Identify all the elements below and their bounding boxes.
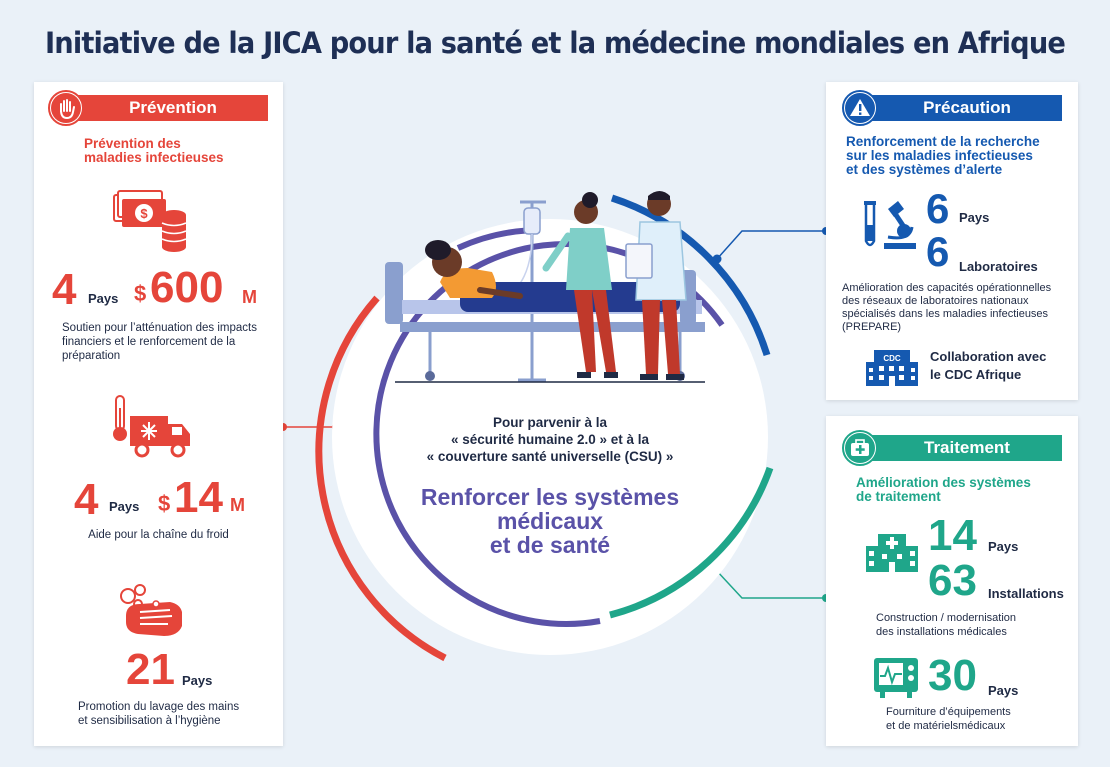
collab-line: le CDC Afrique (930, 367, 1022, 382)
page-title: Initiative de la JICA pour la santé et l… (44, 26, 1066, 60)
connector-precaution (712, 227, 830, 264)
prevention-stat1-amount-unit: M (242, 287, 257, 307)
prevention-stat1-count-unit: Pays (88, 291, 119, 306)
precaution-stat1-value: 6 (926, 185, 950, 232)
precaution-tag: Précaution (872, 95, 1062, 121)
traitement-subtitle: Amélioration des systèmes de traitement (856, 476, 1031, 504)
medical-monitor-icon (874, 658, 918, 698)
caption-line: financiers et le renforcement de la (62, 336, 236, 348)
cdc-building-icon: CDC (866, 350, 918, 386)
prevention-stat1-currency: $ (134, 281, 147, 306)
traitement-stat3-value: 30 (928, 651, 977, 700)
traitement-tag: Traitement (872, 435, 1062, 461)
precaution-stat2-value: 6 (926, 228, 950, 275)
svg-text:$: $ (140, 206, 148, 221)
prevention-stat2-currency: $ (158, 491, 171, 516)
precaution-subtitle-line: et des systèmes d’alerte (846, 162, 1003, 177)
prevention-subtitle-line: maladies infectieuses (84, 150, 224, 165)
precaution-subtitle-line: sur les maladies infectieuses (846, 148, 1033, 163)
prevention-stat1-caption: Soutien pour l’atténuation des impacts f… (62, 321, 257, 363)
precaution-stat2-unit: Laboratoires (959, 259, 1038, 274)
center-heading-line: médicaux (496, 508, 604, 534)
precaution-subtitle: Renforcement de la recherche sur les mal… (846, 135, 1040, 177)
center-heading: Renforcer les systèmes médicaux et de sa… (380, 485, 720, 557)
prevention-stat3-count-unit: Pays (182, 673, 213, 688)
precaution-subtitle-line: Renforcement de la recherche (846, 134, 1040, 149)
traitement-stat1-value: 14 (928, 511, 977, 560)
prevention-tag-label: Prévention (129, 98, 217, 117)
traitement-subtitle-line: de traitement (856, 489, 941, 504)
cold-chain-truck-icon (113, 395, 190, 458)
caption-line: spécialisés dans les maladies infectieus… (842, 308, 1049, 320)
traitement-panel: Traitement Amélioration des systèmes de … (826, 416, 1078, 746)
prevention-stat1-amount: 600 (150, 263, 224, 312)
traitement-stat2-unit: Installations (988, 586, 1064, 601)
hospital-icon (866, 534, 918, 572)
raised-hand-icon (48, 90, 84, 126)
prevention-subtitle-line: Prévention des (84, 136, 181, 151)
prevention-stat2-amount: 14 (174, 473, 223, 522)
center-subtitle-line: « sécurité humaine 2.0 » et à la (450, 432, 650, 447)
center-subtitle-line: « couverture santé universelle (CSU) » (426, 449, 674, 464)
traitement-tag-label: Traitement (924, 438, 1010, 457)
prevention-stat2-count: 4 (74, 475, 99, 524)
lab-microscope-icon (864, 201, 916, 249)
prevention-tag: Prévention (78, 95, 268, 121)
traitement-stat3-unit: Pays (988, 683, 1019, 698)
prevention-subtitle: Prévention des maladies infectieuses (84, 137, 224, 165)
caption-line: préparation (62, 350, 121, 362)
prevention-stat2-amount-unit: M (230, 495, 245, 515)
arc-traitement (609, 466, 774, 619)
precaution-caption: Amélioration des capacités opérationnell… (842, 282, 1051, 334)
caption-line: Soutien pour l’atténuation des impacts (62, 322, 257, 334)
caption-line: des installations médicales (876, 626, 1007, 638)
center-heading-line: Renforcer les systèmes (420, 484, 680, 510)
arc-prevention (315, 295, 447, 662)
caption-line: Promotion du lavage des mains (78, 701, 240, 713)
caption-line: des réseaux de laboratoires nationaux (842, 295, 1029, 307)
center-subtitle: Pour parvenir à la « sécurité humaine 2.… (380, 414, 720, 465)
traitement-caption1: Construction / modernisation des install… (876, 611, 1016, 639)
connector-traitement (711, 565, 830, 602)
medical-kit-icon (842, 430, 878, 466)
prevention-stat3-caption: Promotion du lavage des mains et sensibi… (78, 700, 239, 728)
prevention-stat2-caption: Aide pour la chaîne du froid (88, 529, 229, 541)
precaution-panel: Précaution Renforcement de la recherche … (826, 82, 1078, 400)
center-ring (373, 241, 725, 627)
hospital-bed-scene-icon (385, 191, 705, 383)
caption-line: (PREPARE) (842, 321, 902, 333)
traitement-caption2: Fourniture d’équipements et de matériels… (886, 705, 1011, 733)
warning-icon (842, 90, 878, 126)
money-coins-icon: $ (113, 190, 187, 252)
collab-line: Collaboration avec (930, 349, 1047, 364)
caption-line: Amélioration des capacités opérationnell… (842, 282, 1052, 294)
precaution-stat1-unit: Pays (959, 210, 990, 225)
precaution-tag-label: Précaution (923, 98, 1011, 117)
center-subtitle-line: Pour parvenir à la (492, 415, 608, 430)
svg-text:CDC: CDC (883, 354, 901, 363)
traitement-subtitle-line: Amélioration des systèmes (856, 475, 1031, 490)
caption-line: et de matérielsmédicaux (886, 720, 1006, 732)
handwashing-icon (120, 584, 182, 636)
prevention-panel: Prévention Prévention des maladies infec… (34, 82, 283, 746)
caption-line: et sensibilisation à l’hygiène (78, 715, 221, 727)
precaution-collab-text: Collaboration avec le CDC Afrique (930, 348, 1046, 384)
arc-precaution (610, 194, 771, 357)
connector-prevention (279, 423, 340, 431)
caption-line: Fourniture d’équipements (886, 706, 1011, 718)
traitement-stat1-unit: Pays (988, 539, 1019, 554)
traitement-stat2-value: 63 (928, 556, 977, 605)
prevention-stat1-count: 4 (52, 265, 77, 314)
prevention-stat3-count: 21 (126, 645, 175, 694)
caption-line: Construction / modernisation (876, 612, 1017, 624)
center-heading-line: et de santé (489, 532, 611, 558)
prevention-stat2-count-unit: Pays (109, 499, 140, 514)
